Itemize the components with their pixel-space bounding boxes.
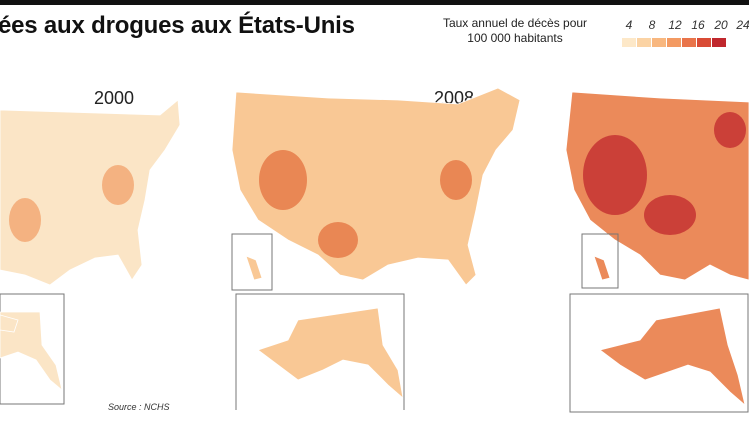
legend-tick: 16: [691, 18, 705, 32]
hotspot: [440, 160, 472, 200]
legend-swatch: [697, 38, 711, 47]
hotspot: [318, 222, 358, 258]
legend-tick: 4: [625, 18, 633, 32]
top-rule: [0, 0, 749, 5]
year-label-2000: 2000: [94, 88, 135, 108]
alaska-inset-frame: [0, 293, 65, 405]
legend-title-line2: 100 000 habitants: [467, 31, 563, 45]
map-panel-2000: [0, 99, 181, 405]
legend-swatch: [637, 38, 651, 47]
legend-swatch: [667, 38, 681, 47]
source-note: Source : NCHS: [108, 402, 170, 412]
legend-tick: 24: [736, 18, 749, 32]
legend-title-line1: Taux annuel de décès pour: [442, 16, 588, 30]
hotspot: [714, 112, 746, 148]
conus-map: [231, 87, 521, 286]
hotspot: [644, 195, 696, 235]
legend-tick: 12: [668, 18, 682, 32]
alaska-map: [599, 307, 746, 407]
legend-swatch: [712, 38, 726, 47]
legend-swatch: [682, 38, 696, 47]
legend-ticks: 4 8 12 16 20 24: [622, 18, 749, 34]
hotspot: [9, 198, 41, 242]
map-panel-3: [565, 91, 749, 413]
alaska-map: [0, 311, 63, 392]
legend-tick: 8: [648, 18, 656, 32]
inset-map: [0, 314, 19, 333]
inset-map: [245, 255, 263, 281]
hotspot: [102, 165, 134, 205]
legend-color-scale: [622, 38, 727, 47]
alaska-map: [257, 307, 404, 400]
page-title: ées aux drogues aux États-Unis: [0, 12, 355, 39]
legend-swatch: [652, 38, 666, 47]
alaska-inset-frame: [235, 293, 405, 410]
inset-map: [593, 255, 611, 281]
inset-frame: [581, 233, 619, 289]
legend-tick: 20: [714, 18, 728, 32]
legend-swatch: [622, 38, 636, 47]
inset-frame: [231, 233, 273, 291]
alaska-inset-frame: [569, 293, 749, 413]
hotspot: [583, 135, 647, 215]
map-panel-2008: [231, 87, 521, 410]
legend-title: Taux annuel de décès pour 100 000 habita…: [420, 16, 610, 46]
hotspot: [259, 150, 307, 210]
conus-map: [0, 99, 181, 286]
